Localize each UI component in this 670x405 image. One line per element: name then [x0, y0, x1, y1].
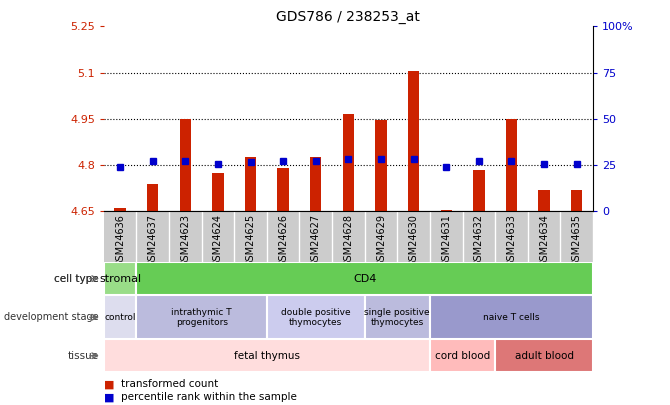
Text: GSM24631: GSM24631 — [442, 214, 451, 267]
Text: GSM24633: GSM24633 — [507, 214, 517, 267]
Bar — [137, 295, 267, 339]
Bar — [212, 173, 224, 211]
Bar — [267, 295, 364, 339]
Text: GSM24623: GSM24623 — [180, 214, 190, 267]
Text: GSM24626: GSM24626 — [278, 214, 288, 267]
Text: GSM24629: GSM24629 — [376, 214, 386, 267]
Bar — [440, 210, 452, 211]
Text: intrathymic T
progenitors: intrathymic T progenitors — [172, 307, 232, 327]
Text: ■: ■ — [104, 392, 115, 402]
Text: GSM24635: GSM24635 — [572, 214, 582, 267]
Bar — [277, 168, 289, 211]
Text: GSM24634: GSM24634 — [539, 214, 549, 267]
Text: GSM24628: GSM24628 — [344, 214, 353, 267]
Bar — [430, 295, 593, 339]
Text: double positive
thymocytes: double positive thymocytes — [281, 307, 350, 327]
Text: CD4: CD4 — [353, 274, 377, 284]
Text: fetal thymus: fetal thymus — [234, 351, 300, 361]
Bar — [245, 158, 257, 211]
Text: control: control — [105, 313, 136, 322]
Text: GSM24637: GSM24637 — [148, 214, 157, 267]
Text: naive T cells: naive T cells — [483, 313, 539, 322]
Text: GSM24624: GSM24624 — [213, 214, 223, 267]
Text: stromal: stromal — [99, 274, 141, 284]
Bar — [538, 190, 550, 211]
Bar — [495, 339, 593, 372]
Bar — [104, 339, 430, 372]
Bar — [147, 183, 159, 211]
Text: GSM24625: GSM24625 — [246, 214, 255, 267]
Bar — [375, 120, 387, 211]
Bar — [180, 119, 191, 211]
Title: GDS786 / 238253_at: GDS786 / 238253_at — [277, 10, 420, 24]
Text: GSM24630: GSM24630 — [409, 214, 419, 267]
Text: single positive
thymocytes: single positive thymocytes — [364, 307, 430, 327]
Text: GSM24627: GSM24627 — [311, 214, 321, 267]
Bar — [571, 190, 582, 211]
Bar — [364, 295, 430, 339]
Text: cell type: cell type — [54, 274, 99, 284]
Text: cell type: cell type — [54, 274, 99, 284]
Text: percentile rank within the sample: percentile rank within the sample — [121, 392, 297, 402]
Text: transformed count: transformed count — [121, 379, 218, 389]
Bar — [430, 339, 495, 372]
Text: ■: ■ — [104, 379, 115, 389]
Bar — [506, 119, 517, 211]
Bar — [342, 114, 354, 211]
Bar — [115, 208, 126, 211]
Text: adult blood: adult blood — [515, 351, 574, 361]
Bar — [104, 262, 137, 295]
Text: cord blood: cord blood — [435, 351, 490, 361]
Bar — [310, 158, 322, 211]
Bar — [104, 295, 137, 339]
Text: GSM24632: GSM24632 — [474, 214, 484, 267]
Bar — [408, 71, 419, 211]
Text: GSM24636: GSM24636 — [115, 214, 125, 267]
Bar — [473, 170, 484, 211]
Text: development stage: development stage — [4, 312, 99, 322]
Text: tissue: tissue — [68, 351, 99, 361]
